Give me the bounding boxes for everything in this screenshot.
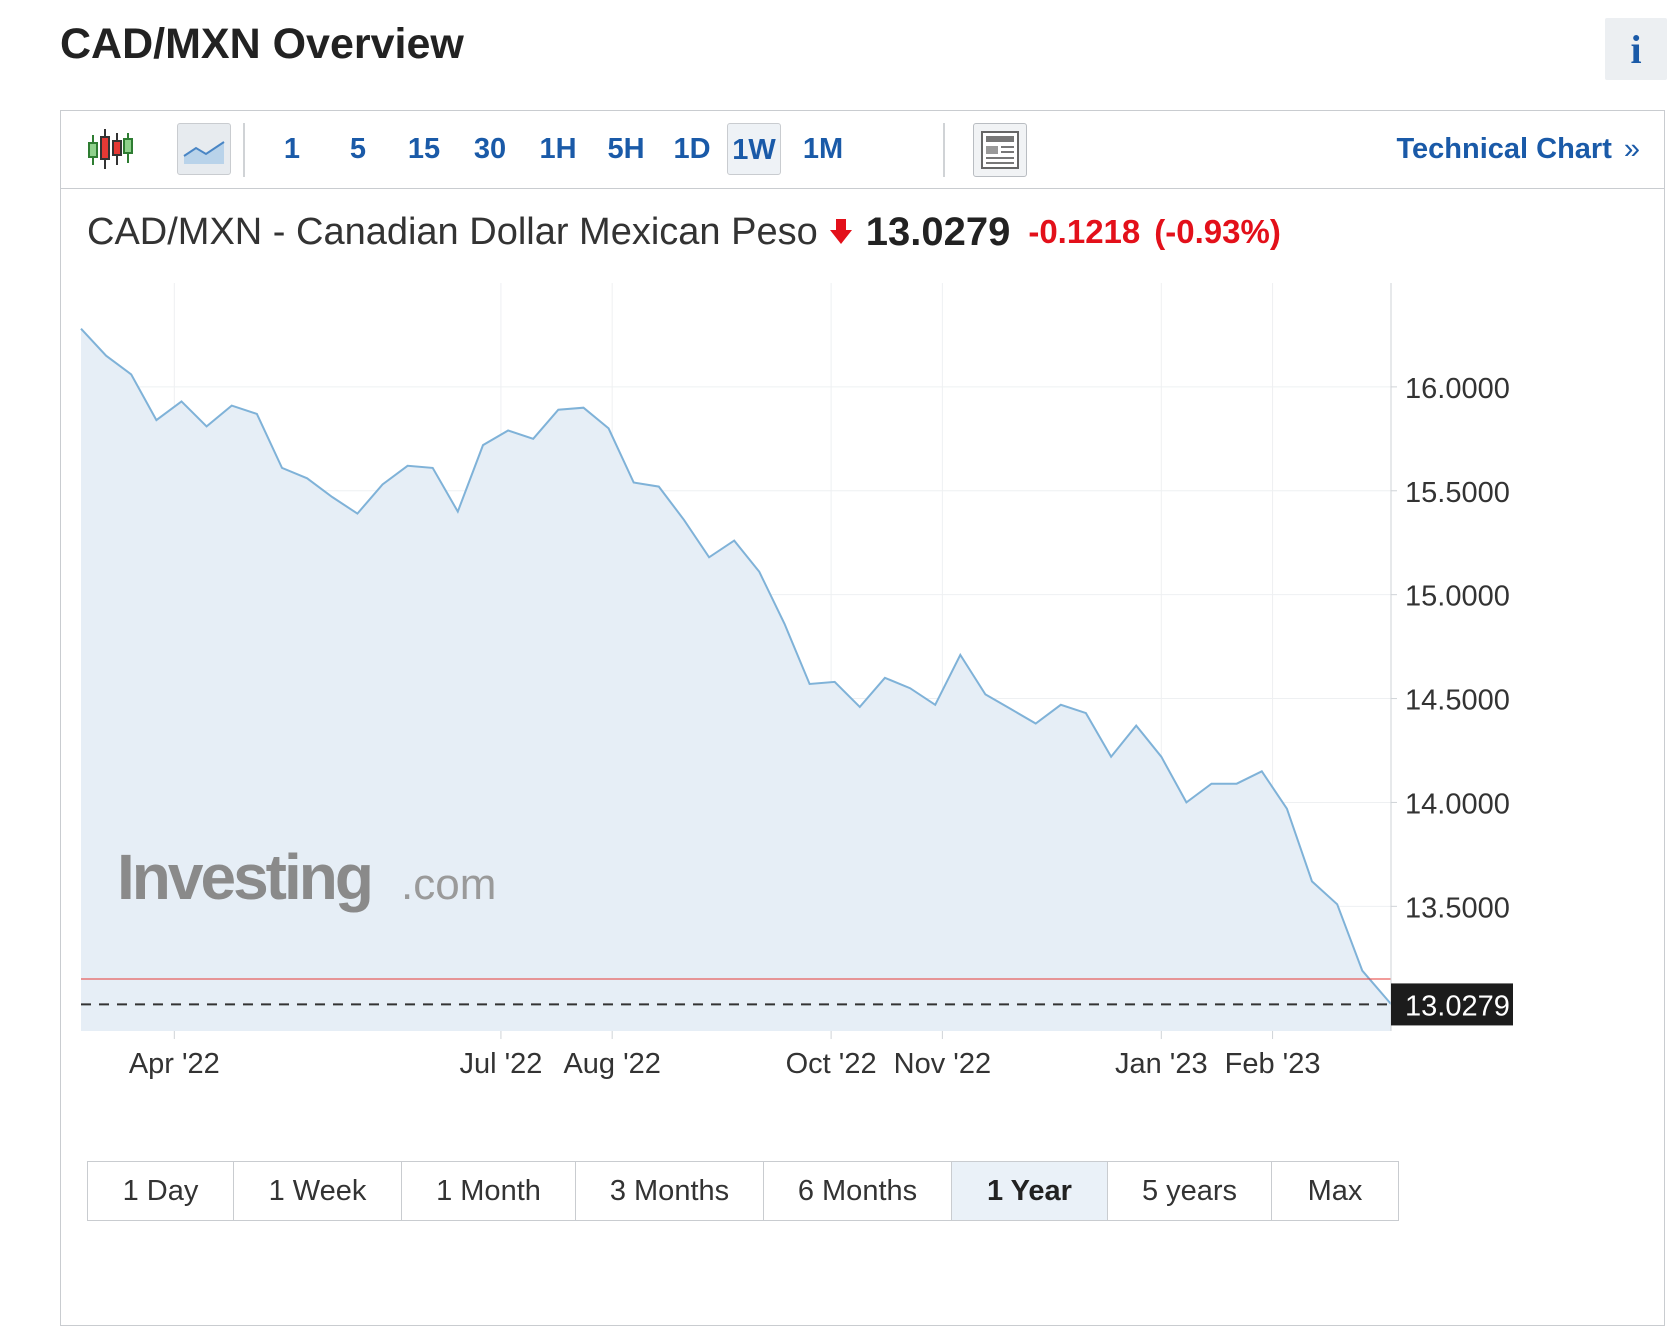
interval-30min[interactable]: 30 xyxy=(473,133,507,165)
y-tick-label: 15.0000 xyxy=(1405,581,1510,613)
chart-area-layer xyxy=(80,328,1392,1031)
range-1-month[interactable]: 1 Month xyxy=(402,1162,576,1220)
price-change-percent: (-0.93%) xyxy=(1154,213,1281,250)
last-price: 13.0279 xyxy=(865,210,1011,254)
current-price-label: 13.0279 xyxy=(1405,990,1510,1022)
technical-chart-label: Technical Chart xyxy=(1396,133,1612,165)
range-selector: 1 Day 1 Week 1 Month 3 Months 6 Months 1… xyxy=(87,1161,1399,1221)
range-5-years[interactable]: 5 years xyxy=(1108,1162,1272,1220)
x-tick-label: Aug '22 xyxy=(563,1048,660,1080)
toolbar-divider xyxy=(243,123,245,177)
y-tick-label: 15.5000 xyxy=(1405,477,1510,509)
interval-5min[interactable]: 5 xyxy=(349,133,367,165)
chart-reference-lines xyxy=(81,978,1391,1006)
x-tick-label: Feb '23 xyxy=(1225,1048,1321,1080)
info-button[interactable]: i xyxy=(1605,18,1667,80)
series-area xyxy=(81,328,1391,1031)
candlestick-chart-icon[interactable] xyxy=(85,125,133,173)
pair-name: CAD/MXN - Canadian Dollar Mexican Peso xyxy=(87,211,818,253)
interval-1h[interactable]: 1H xyxy=(539,133,577,165)
interval-1m[interactable]: 1M xyxy=(802,133,844,165)
y-tick-label: 16.0000 xyxy=(1405,373,1510,405)
quote-header: CAD/MXN - Canadian Dollar Mexican Peso 1… xyxy=(87,207,1281,257)
price-chart: Investing .com 16.0000 15.5000 15.0000 14.5… xyxy=(80,283,1513,1080)
price-change: -0.1218 xyxy=(1028,213,1141,250)
page-title: CAD/MXN Overview xyxy=(60,20,464,68)
y-tick-label: 13.5000 xyxy=(1405,892,1510,924)
interval-1min[interactable]: 1 xyxy=(283,133,301,165)
chevron-right-icon: » xyxy=(1623,133,1640,165)
range-3-months[interactable]: 3 Months xyxy=(576,1162,764,1220)
svg-text:Investing: Investing xyxy=(117,841,371,913)
interval-1w[interactable]: 1W xyxy=(727,123,781,175)
x-tick-label: Jan '23 xyxy=(1115,1048,1208,1080)
technical-chart-link[interactable]: Technical Chart » xyxy=(1396,123,1640,175)
interval-5h[interactable]: 5H xyxy=(607,133,645,165)
range-1-day[interactable]: 1 Day xyxy=(88,1162,234,1220)
range-6-months[interactable]: 6 Months xyxy=(764,1162,952,1220)
svg-text:.com: .com xyxy=(401,860,496,909)
chart-axes: 16.0000 15.5000 15.0000 14.5000 14.0000 13.50… xyxy=(129,283,1513,1080)
y-tick-label: 14.5000 xyxy=(1405,685,1510,717)
x-tick-label: Nov '22 xyxy=(894,1048,991,1080)
line-chart-icon[interactable] xyxy=(177,123,231,175)
chart-toolbar: 1 5 15 30 1H 5H 1D 1W 1M Technical Chart… xyxy=(61,111,1664,189)
toolbar-divider xyxy=(943,123,945,177)
range-1-week[interactable]: 1 Week xyxy=(234,1162,402,1220)
news-layout-icon[interactable] xyxy=(973,123,1027,177)
investing-watermark: Investing .com xyxy=(117,841,496,913)
chart-widget: 1 5 15 30 1H 5H 1D 1W 1M Technical Chart… xyxy=(60,110,1665,1326)
interval-15min[interactable]: 15 xyxy=(407,133,441,165)
x-tick-label: Apr '22 xyxy=(129,1048,220,1080)
x-tick-label: Jul '22 xyxy=(459,1048,542,1080)
range-max[interactable]: Max xyxy=(1307,1175,1363,1207)
range-1-year[interactable]: 1 Year xyxy=(952,1162,1108,1220)
x-tick-label: Oct '22 xyxy=(786,1048,877,1080)
down-arrow-icon xyxy=(829,219,852,244)
y-tick-label: 14.0000 xyxy=(1405,788,1510,820)
current-price-badge xyxy=(1391,983,1513,1026)
interval-1d[interactable]: 1D xyxy=(673,133,711,165)
